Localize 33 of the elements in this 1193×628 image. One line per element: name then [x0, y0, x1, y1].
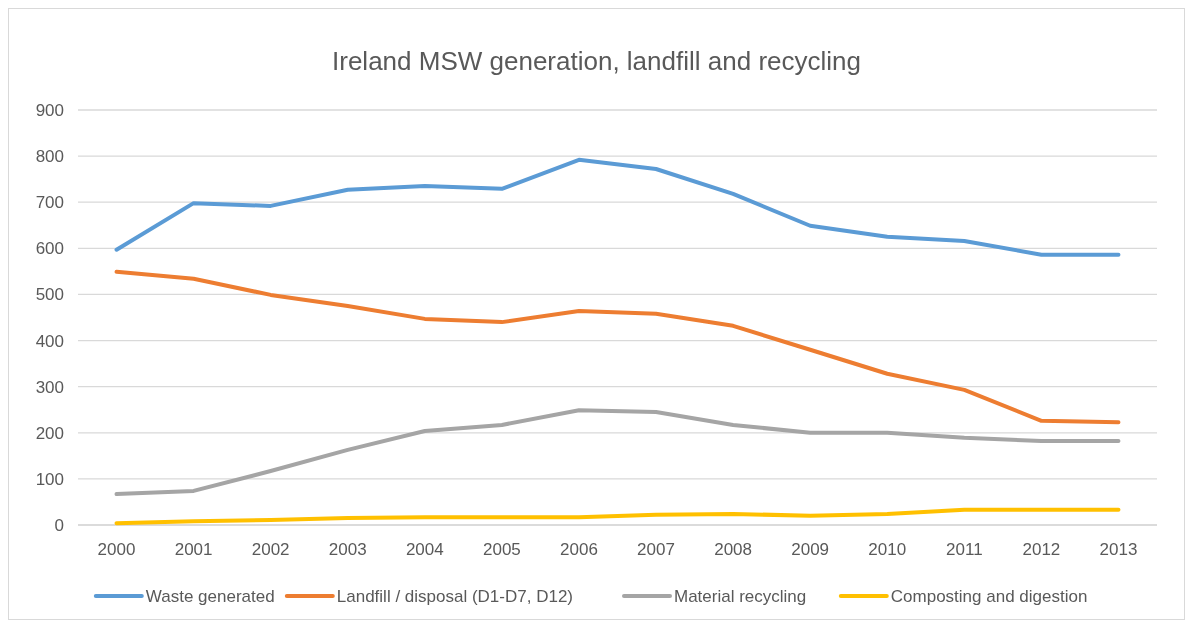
chart-title: Ireland MSW generation, landfill and recycling [332, 46, 861, 76]
y-tick-label: 700 [35, 193, 64, 213]
x-tick-label: 2007 [637, 540, 675, 559]
x-tick-label: 2006 [560, 540, 598, 559]
x-tick-label: 2013 [1099, 540, 1138, 559]
x-tick-label: 2012 [1022, 540, 1061, 559]
x-tick-label: 2005 [482, 540, 521, 559]
y-tick-label: 600 [35, 239, 64, 259]
legend-label: Waste generated [145, 587, 275, 606]
x-tick-label: 2001 [174, 540, 213, 559]
line-series [114, 507, 1121, 526]
legend-label: Composting and digestion [890, 587, 1088, 606]
x-tick-label: 2003 [328, 540, 367, 559]
x-tick-label: 2011 [946, 540, 983, 559]
y-tick-label: 800 [35, 147, 64, 167]
x-tick-label: 2009 [791, 540, 830, 559]
y-tick-label: 500 [35, 285, 64, 305]
x-tick-label: 2002 [251, 540, 290, 559]
x-tick-label: 2000 [97, 540, 136, 559]
x-tick-label: 2010 [868, 540, 907, 559]
x-tick-label: 2008 [714, 540, 753, 559]
line-series [114, 408, 1121, 497]
line-series [114, 157, 1121, 257]
x-tick-label: 2004 [405, 540, 444, 559]
y-tick-label: 400 [35, 331, 64, 351]
y-tick-label: 200 [35, 423, 64, 443]
legend-label: Material recycling [674, 587, 807, 606]
y-tick-label: 0 [54, 515, 64, 535]
line-series [114, 269, 1121, 425]
legend-label: Landfill / disposal (D1-D7, D12) [336, 587, 574, 606]
y-tick-label: 100 [35, 469, 64, 489]
y-tick-label: 900 [35, 100, 64, 120]
y-tick-label: 300 [35, 377, 64, 397]
